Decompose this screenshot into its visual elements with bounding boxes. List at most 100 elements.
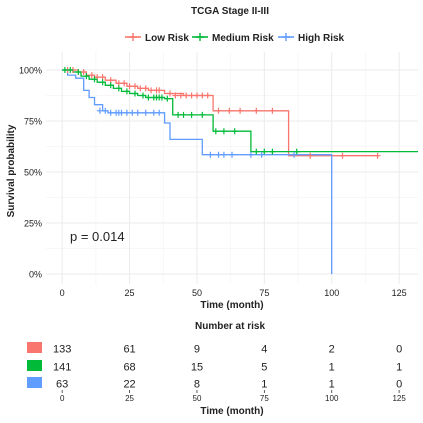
risk-table-title: Number at risk bbox=[195, 321, 265, 332]
legend-label-high-risk: High Risk bbox=[298, 33, 345, 44]
curve-high-risk bbox=[62, 69, 333, 274]
chart-title: TCGA Stage II-III bbox=[191, 6, 269, 17]
censor-mark-high-risk bbox=[142, 109, 149, 116]
censor-mark-medium-risk bbox=[107, 82, 114, 89]
risk-count-high-risk: 0 bbox=[396, 379, 402, 391]
risk-count-low-risk: 9 bbox=[194, 344, 200, 356]
y-tick-label: 50% bbox=[24, 168, 42, 178]
censor-mark-high-risk bbox=[247, 151, 254, 158]
censor-mark-high-risk bbox=[102, 107, 109, 114]
grid bbox=[46, 52, 418, 284]
censor-mark-medium-risk bbox=[231, 128, 238, 135]
censor-mark-high-risk bbox=[96, 107, 103, 114]
censor-mark-low-risk bbox=[188, 92, 195, 99]
legend-marker-medium-risk bbox=[196, 33, 204, 41]
censor-mark-low-risk bbox=[137, 85, 144, 92]
censor-mark-low-risk bbox=[374, 152, 381, 159]
legend-item-low-risk: Low Risk bbox=[125, 33, 189, 44]
censor-mark-medium-risk bbox=[188, 111, 195, 118]
risk-x-tick-label: 0 bbox=[60, 394, 65, 403]
legend-item-medium-risk: Medium Risk bbox=[192, 33, 274, 44]
censor-mark-medium-risk bbox=[91, 76, 98, 83]
censor-mark-low-risk bbox=[167, 90, 173, 97]
p-value-annotation: p = 0.014 bbox=[70, 229, 125, 244]
legend-marker-high-risk bbox=[282, 33, 290, 41]
censor-mark-medium-risk bbox=[164, 95, 171, 102]
censor-mark-low-risk bbox=[88, 72, 95, 79]
censor-mark-low-risk bbox=[307, 152, 314, 159]
censor-mark-low-risk bbox=[121, 80, 128, 87]
legend-marker-low-risk bbox=[129, 33, 137, 41]
legend: Low Risk Medium Risk High Risk bbox=[125, 33, 345, 44]
censor-mark-medium-risk bbox=[83, 73, 90, 80]
risk-table-x-axis-label: Time (month) bbox=[200, 406, 263, 417]
censor-mark-low-risk bbox=[99, 74, 106, 81]
censor-mark-medium-risk bbox=[75, 69, 82, 75]
censor-mark-medium-risk bbox=[145, 94, 152, 101]
legend-label-medium-risk: Medium Risk bbox=[212, 33, 274, 44]
censor-mark-high-risk bbox=[258, 151, 265, 158]
censor-mark-high-risk bbox=[129, 109, 136, 116]
censor-mark-high-risk bbox=[207, 151, 214, 158]
censor-mark-low-risk bbox=[204, 92, 211, 99]
risk-count-low-risk: 61 bbox=[123, 344, 135, 356]
risk-x-tick-label: 125 bbox=[392, 394, 406, 403]
risk-count-medium-risk: 5 bbox=[261, 362, 267, 374]
x-tick-label: 125 bbox=[392, 288, 407, 298]
risk-x-tick-label: 75 bbox=[260, 394, 269, 403]
censor-mark-medium-risk bbox=[61, 67, 68, 73]
censor-mark-low-risk bbox=[199, 92, 206, 99]
censor-mark-high-risk bbox=[229, 151, 235, 158]
censor-marks bbox=[61, 67, 381, 159]
censor-mark-medium-risk bbox=[99, 79, 106, 86]
censor-mark-low-risk bbox=[253, 107, 260, 114]
risk-count-high-risk: 1 bbox=[261, 379, 267, 391]
censor-mark-high-risk bbox=[150, 109, 157, 116]
risk-x-tick-label: 100 bbox=[325, 394, 339, 403]
x-tick-label: 0 bbox=[60, 288, 65, 298]
risk-count-low-risk: 0 bbox=[396, 344, 402, 356]
y-axis-label: Survival probability bbox=[6, 124, 17, 217]
censor-mark-low-risk bbox=[107, 77, 114, 84]
censor-mark-medium-risk bbox=[253, 148, 260, 155]
x-axis-label: Time (month) bbox=[200, 300, 263, 311]
censor-mark-medium-risk bbox=[261, 148, 268, 155]
censor-mark-high-risk bbox=[215, 151, 222, 158]
risk-row-swatch-medium-risk bbox=[27, 360, 42, 371]
censor-mark-high-risk bbox=[134, 109, 141, 116]
risk-count-high-risk: 1 bbox=[329, 379, 335, 391]
censor-mark-low-risk bbox=[183, 92, 190, 99]
risk-count-high-risk: 8 bbox=[194, 379, 200, 391]
y-tick-label: 0% bbox=[29, 270, 42, 280]
censor-mark-medium-risk bbox=[199, 111, 206, 118]
risk-count-medium-risk: 141 bbox=[53, 362, 71, 374]
risk-count-low-risk: 133 bbox=[53, 344, 71, 356]
censor-mark-low-risk bbox=[177, 92, 184, 99]
risk-count-medium-risk: 68 bbox=[123, 362, 135, 374]
risk-x-tick-label: 25 bbox=[125, 394, 134, 403]
x-tick-label: 100 bbox=[324, 288, 339, 298]
censor-mark-medium-risk bbox=[67, 67, 74, 73]
censor-mark-medium-risk bbox=[220, 128, 227, 135]
risk-count-medium-risk: 15 bbox=[191, 362, 203, 374]
censor-mark-low-risk bbox=[269, 107, 276, 114]
y-tick-label: 75% bbox=[24, 117, 42, 127]
censor-mark-low-risk bbox=[172, 92, 179, 99]
risk-count-low-risk: 4 bbox=[261, 344, 267, 356]
censor-mark-low-risk bbox=[226, 107, 233, 114]
censor-mark-low-risk bbox=[126, 83, 133, 90]
censor-mark-low-risk bbox=[80, 69, 87, 75]
censor-mark-low-risk bbox=[148, 87, 155, 94]
censor-mark-high-risk bbox=[220, 151, 227, 158]
x-tick-label: 25 bbox=[125, 288, 135, 298]
risk-count-low-risk: 2 bbox=[329, 344, 335, 356]
risk-count-medium-risk: 1 bbox=[396, 362, 402, 374]
censor-mark-medium-risk bbox=[123, 88, 130, 95]
censor-mark-low-risk bbox=[142, 85, 149, 92]
censor-mark-low-risk bbox=[156, 87, 163, 94]
risk-count-high-risk: 63 bbox=[56, 379, 68, 391]
censor-mark-medium-risk bbox=[269, 148, 276, 155]
axes: 0% 25% 50% 75% 100% 0 25 50 75 100 125 bbox=[19, 66, 407, 299]
